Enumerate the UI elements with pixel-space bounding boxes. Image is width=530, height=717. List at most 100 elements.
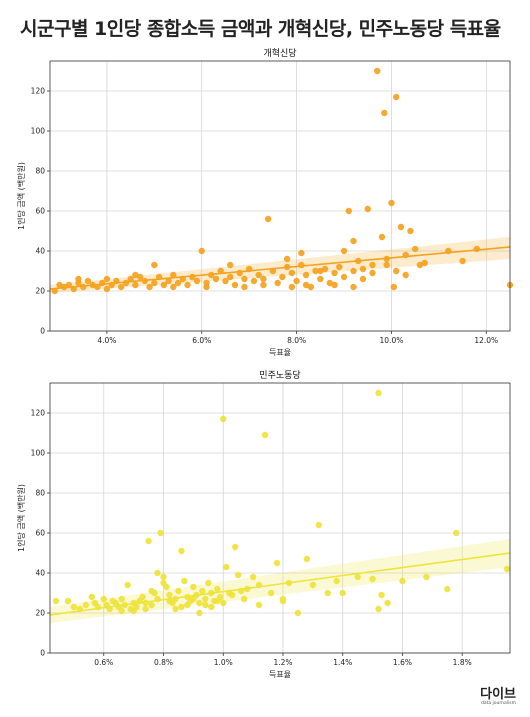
data-point	[331, 281, 338, 289]
plot-frame	[49, 60, 511, 332]
data-point	[172, 605, 179, 613]
x-tick-label: 0.8%	[154, 658, 173, 667]
data-point	[298, 261, 305, 269]
data-point	[444, 585, 451, 593]
data-point	[127, 275, 134, 283]
confidence-band	[50, 539, 510, 623]
data-point	[124, 581, 131, 589]
data-point	[231, 543, 239, 551]
x-tick-label: 1.0%	[214, 658, 233, 667]
y-tick-label: 40	[35, 569, 45, 578]
data-point	[142, 605, 149, 613]
data-point	[132, 271, 139, 279]
data-point	[459, 257, 466, 265]
data-point	[288, 283, 296, 291]
x-tick-label: 10.0%	[380, 336, 404, 345]
data-point	[339, 589, 346, 597]
data-point	[354, 573, 361, 581]
chart-minju-labor: 민주노동당 0 20 40 60 80 100 120 0.6% 0.8% 1.0% 1.2% 1.4%…	[16, 370, 511, 679]
data-point	[151, 279, 158, 287]
data-point	[178, 547, 185, 555]
data-point	[384, 599, 391, 607]
page-title: 시군구별 1인당 종합소득 금액과 개혁신당, 민주노동당 득표율	[20, 18, 501, 40]
data-point	[64, 597, 72, 605]
data-point	[423, 573, 430, 581]
data-point	[378, 233, 386, 241]
data-point	[261, 431, 269, 439]
data-point	[84, 277, 92, 285]
chart-gaehyeok: 개혁신당 0 20 40 60 80 100 120 4.0% 6.0% 8.0% 10.0% 12.0…	[16, 48, 514, 357]
data-point	[208, 603, 215, 611]
y-tick-label: 60	[35, 529, 45, 538]
data-point	[190, 595, 197, 603]
data-point	[309, 581, 317, 589]
data-point	[75, 275, 82, 283]
data-point	[193, 277, 201, 285]
data-point	[132, 281, 139, 289]
data-point	[214, 597, 221, 605]
data-point	[453, 529, 460, 537]
data-point	[154, 569, 161, 577]
data-point	[260, 281, 267, 289]
data-point	[350, 237, 357, 245]
data-point	[103, 275, 111, 283]
data-point	[166, 591, 173, 599]
data-point	[220, 599, 227, 607]
y-tick-label: 0	[40, 327, 45, 336]
data-point	[117, 283, 125, 291]
data-point	[369, 261, 376, 269]
data-point	[196, 609, 203, 617]
data-point	[170, 271, 177, 279]
data-point	[260, 275, 267, 283]
subplot-title: 개혁신당	[263, 48, 296, 59]
data-point	[333, 577, 340, 585]
data-point	[312, 267, 319, 275]
data-point	[139, 593, 146, 601]
data-point	[203, 283, 210, 291]
data-point	[374, 67, 381, 75]
y-tick-label: 0	[40, 649, 45, 658]
data-point	[220, 415, 227, 423]
data-point	[378, 591, 385, 599]
x-tick-label: 1.4%	[333, 658, 352, 667]
data-point	[288, 269, 296, 277]
data-point	[214, 585, 221, 593]
data-point	[205, 579, 212, 587]
data-point	[267, 589, 275, 597]
data-point	[241, 275, 248, 283]
data-point	[359, 275, 367, 283]
data-point	[222, 277, 229, 285]
y-axis-label: 1인당 금액 (백만원)	[16, 484, 26, 552]
data-point	[279, 273, 286, 281]
data-point	[350, 267, 357, 275]
data-point	[145, 537, 152, 545]
data-point	[178, 603, 185, 611]
x-axis-label: 득표율	[269, 348, 291, 357]
data-point	[381, 109, 388, 117]
data-point	[350, 283, 357, 291]
data-point	[165, 277, 172, 285]
data-point	[283, 255, 291, 263]
y-tick-label: 20	[35, 287, 45, 296]
data-point	[199, 587, 206, 595]
y-tick-label: 100	[31, 127, 46, 136]
data-point	[227, 273, 234, 281]
data-point	[324, 589, 331, 597]
data-point	[302, 281, 310, 289]
data-point	[82, 601, 90, 609]
data-point	[411, 245, 419, 253]
data-point	[241, 283, 248, 291]
data-point	[315, 521, 323, 529]
data-point	[397, 223, 405, 231]
data-point	[240, 595, 248, 603]
data-point	[181, 577, 188, 585]
data-point	[340, 273, 348, 281]
data-point	[303, 555, 311, 563]
data-point	[130, 607, 137, 615]
trend-line	[49, 552, 511, 616]
data-point	[390, 283, 398, 291]
data-point	[255, 271, 262, 279]
data-point	[174, 279, 182, 287]
data-point	[184, 601, 191, 609]
brand-logo-subtext: data journalism	[480, 701, 516, 706]
